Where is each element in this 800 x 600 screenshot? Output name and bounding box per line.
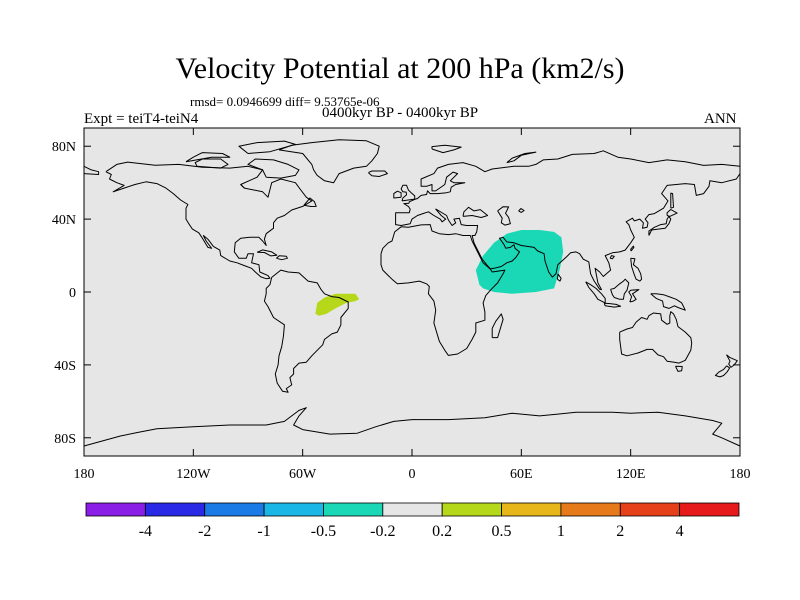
coastline-hudson-bay [240,184,245,189]
coastline-svalbard [431,144,462,154]
coastline-africa [380,224,506,356]
coastline-north-america [105,161,313,280]
y-tick-label: 40S [54,359,76,374]
coastline-eurasia-north [83,165,100,175]
coastline-philippines [630,257,643,282]
x-tick-label: 120W [176,467,211,482]
coastline-new-zealand-south [714,365,731,378]
coastline-ellesmere [238,140,296,154]
coastline-iceland [367,170,388,177]
coastline-sulawesi [628,289,640,303]
coastline-great-britain [400,184,416,202]
coastline-greenland [278,139,380,184]
colorbar-label: 2 [616,523,624,540]
colorbar-label: -1 [257,523,270,540]
colorbar-swatch [382,502,443,517]
anomaly-arabian-sea-india [475,230,564,294]
coastline-sumatra [585,281,606,304]
x-tick-label: 120E [616,467,646,482]
coastline-baffin [247,158,300,179]
colorbar-swatch [560,502,621,517]
colorbar-swatch [85,502,146,517]
season-label: ANN [704,111,737,127]
colorbar-swatch [619,502,681,517]
x-tick-label: 0 [409,467,416,482]
coastline-australia [619,311,693,364]
coastline-siberia [395,150,741,214]
y-tick-label: 80N [52,140,76,155]
colorbar-swatch [144,502,206,517]
colorbar-swatch [501,502,562,517]
coastline-java [603,302,622,308]
coastline-ireland [393,190,402,199]
coastline-victoria [194,158,229,169]
coastline-borneo [610,278,630,300]
colorbar-label: 0.5 [492,523,512,540]
experiment-label: Expt = teiT4-teiN4 [84,111,199,127]
colorbar-label: 4 [676,523,684,540]
colorbar-label: -0.5 [311,523,336,540]
colorbar-label: -4 [139,523,152,540]
coastline-arctic-isles [185,152,231,163]
colorbar: -4 -2 -1 -0.5 -0.2 0.2 0.5 1 2 4 [85,502,740,540]
coastline-tasmania [675,365,683,372]
coastline-aral [518,208,525,213]
x-tick-label: 180 [74,467,95,482]
coastline-black-sea [462,206,489,218]
coastline-madagascar [491,313,504,339]
coastline-antarctica [83,407,741,447]
colorbar-label: -2 [198,523,211,540]
coastline-cuba [256,249,278,257]
coastline-caspian [497,206,511,226]
coastline-eurasia [395,173,741,291]
coastline-sri-lanka [556,273,562,282]
map-background [84,128,740,456]
colorbar-swatch [323,502,384,517]
colorbar-swatch [204,502,265,517]
stats-line: rmsd= 0.0946699 diff= 9.53765e-06 [190,94,380,109]
y-tick-label: 0 [69,286,76,301]
y-tick-label: 40N [52,213,76,228]
coastline-new-zealand-north [726,354,738,368]
coastline-novaya-zemlya [506,151,537,164]
period-label: 0400kyr BP - 0400kyr BP [322,105,479,121]
coastline-hispaniola [276,255,288,261]
coastline-hainan [609,255,615,260]
map-title: Velocity Potential at 200 hPa (km2/s) [175,52,625,85]
coastline-taiwan [630,245,635,252]
colorbar-swatch [263,502,324,517]
x-tick-label: 60E [510,467,533,482]
colorbar-label: 1 [557,523,565,540]
coastline-sakhalin [670,192,674,209]
coastlines [83,139,741,447]
anomaly-layer [315,230,564,316]
x-tick-label: 60W [289,467,317,482]
coastline-new-guinea [650,293,686,311]
y-tick-label: 80S [54,432,76,447]
axis-ticks: 180 120W 60W 0 60E 120E 180 80N 40N 0 40S 80S [52,128,751,482]
anomaly-eastern-brazil [315,293,360,316]
colorbar-swatch [679,502,740,517]
x-tick-label: 180 [730,467,751,482]
coastline-newfoundland [303,197,317,207]
colorbar-swatch [441,502,502,517]
coastline-south-america [263,269,349,393]
colorbar-label: -0.2 [370,523,395,540]
colorbar-label: 0.2 [432,523,452,540]
coastline-hokkaido [666,209,678,217]
